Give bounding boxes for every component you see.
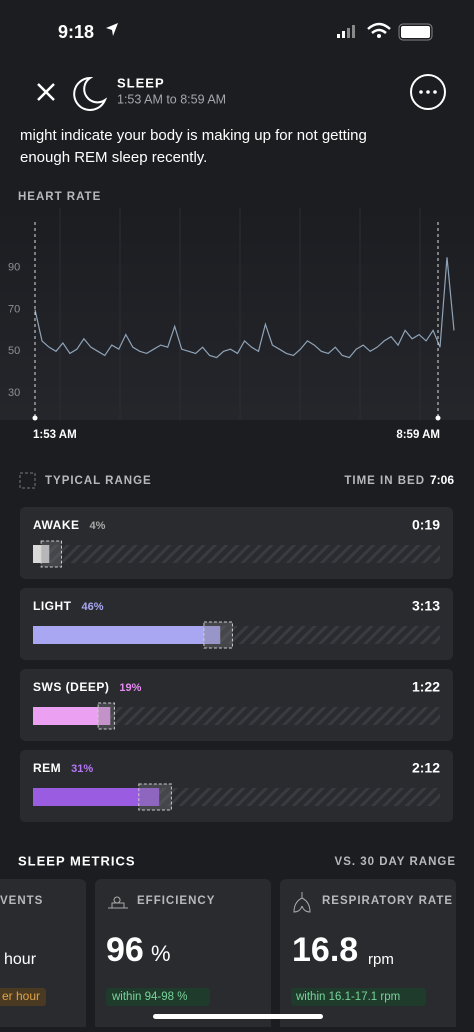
wifi-dot [377,34,381,38]
stage-card[interactable] [20,750,453,822]
status-time: 9:18 [58,22,94,42]
stage-percent: 19% [119,682,141,694]
heart-rate-chart: 30 50 70 90 1:53 AM 8:59 AM [8,222,455,441]
metric-title: RESPIRATORY RATE [322,895,453,907]
header-title: SLEEP [117,75,165,90]
stage-name: LIGHT [33,599,72,613]
time-in-bed: 7:06 [430,473,454,487]
metric-value: 16.8 [292,931,358,969]
typical-range [97,702,115,730]
chart-background [0,208,474,420]
chart-stripes [59,208,421,420]
legend-swatch [19,472,36,489]
more-button[interactable] [410,74,446,110]
stage-duration: 3:13 [412,598,440,614]
legend-label: TYPICAL RANGE [45,475,152,487]
scroll-clip [0,116,474,128]
location-icon [106,23,118,36]
metric-title: EFFICIENCY [137,895,215,907]
stage-name: AWAKE [33,518,80,532]
close-button[interactable] [37,83,55,101]
home-indicator [153,1014,323,1019]
efficiency-icon [108,896,128,909]
wifi-icon [367,22,391,34]
stage-bar [33,788,160,806]
metric-unit: % [151,941,171,966]
typical-range [40,540,62,568]
stage-bar [33,707,111,725]
time-dot [32,415,38,421]
y-tick-label: 50 [8,345,20,357]
metric-note: within 94-98 % [111,991,187,1003]
intro-line: enough REM sleep recently. [20,149,207,166]
metric-note-bg [0,988,46,1006]
lungs-icon [293,892,311,913]
metric-value: 96 [106,931,144,969]
y-tick-label: 30 [8,387,20,399]
chart-title: HEART RATE [18,191,101,203]
metric-title: VENTS [0,895,43,907]
stage-card[interactable] [20,588,453,660]
x-label: 8:59 AM [396,429,440,441]
metrics-range: VS. 30 DAY RANGE [335,856,456,868]
metric-note-bg [106,988,210,1006]
stage-bar [33,545,50,563]
metric-note-bg [291,988,426,1006]
stage-duration: 2:12 [412,760,440,776]
metric-unit: rpm [368,951,394,968]
y-tick-label: 70 [8,303,20,315]
metrics-title: SLEEP METRICS [18,853,136,868]
y-tick-label: 90 [8,262,20,274]
header-subtitle: 1:53 AM to 8:59 AM [117,92,226,106]
moon-icon [73,76,108,111]
typical-range [203,621,233,649]
time-in-bed-label: TIME IN BED [344,475,425,487]
heart-rate-line [34,257,455,359]
metric-value: hour [4,951,37,968]
stage-percent: 46% [82,601,104,613]
more-dots [419,90,437,94]
stage-percent: 31% [71,763,93,775]
battery-level [401,26,430,38]
signal-icon [337,25,355,38]
stage-percent: 4% [90,520,106,532]
stage-name: SWS (DEEP) [33,680,109,694]
stage-bar [33,626,221,644]
time-dot [435,415,441,421]
x-label: 1:53 AM [33,429,77,441]
stage-duration: 0:19 [412,517,440,533]
stage-track [33,545,440,563]
metric-note: within 16.1-17.1 rpm [295,991,400,1003]
battery-icon [398,23,433,41]
stage-track [33,707,440,725]
stage-duration: 1:22 [412,679,440,695]
stage-name: REM [33,761,61,775]
intro-line: might indicate your body is making up fo… [20,127,367,144]
stage-card[interactable] [20,507,453,579]
metric-note: er hour [2,989,40,1003]
stages: AWAKE 4% 0:19 LIGHT 46% 3:13 SWS (DEEP) 19% 1:22… [20,507,453,822]
typical-range [138,783,172,811]
